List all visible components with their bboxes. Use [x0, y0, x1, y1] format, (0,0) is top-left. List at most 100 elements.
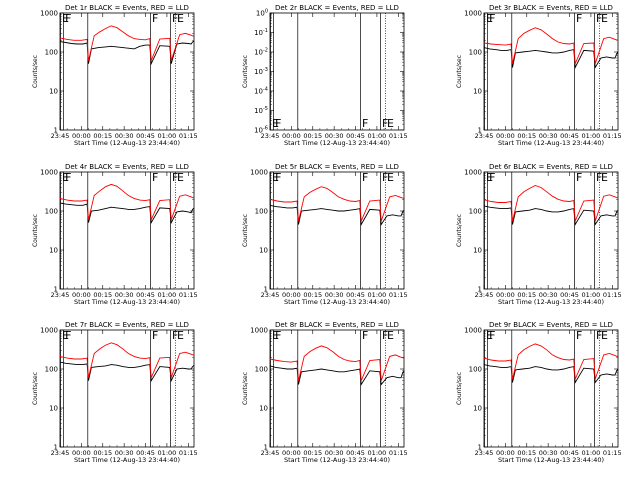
event-marker-label: F	[152, 171, 158, 184]
x-tick-label: 23:45	[475, 291, 494, 299]
x-tick-label: 00:00	[72, 291, 91, 299]
plot-title: Det 4r BLACK = Events, RED = LLD	[65, 163, 189, 171]
detector-plot-8: Det 8r BLACK = Events, RED = LLD Counts/s…	[242, 321, 408, 464]
y-tick-label: 1000	[464, 169, 482, 177]
lld-series-line	[269, 345, 405, 381]
x-tick-label: 00:30	[539, 449, 558, 457]
y-tick-label: 1000	[40, 10, 58, 18]
event-marker-label: E	[486, 12, 493, 25]
event-marker-label: E	[486, 171, 493, 184]
x-tick-label: 00:45	[560, 449, 579, 457]
x-tick-label: 23:45	[261, 449, 280, 457]
x-tick-label: 00:00	[282, 291, 301, 299]
y-tick-label: 1000	[464, 327, 482, 335]
x-tick-label: 00:30	[325, 449, 344, 457]
plot-title: Det 1r BLACK = Events, RED = LLD	[65, 4, 189, 12]
plot-frame	[59, 171, 195, 290]
events-series-line	[59, 361, 195, 383]
y-tick-label: 10	[259, 405, 268, 413]
x-tick-label: 00:00	[496, 291, 515, 299]
x-axis-label: Start Time (12-Aug-13 23:44:40)	[498, 298, 604, 306]
x-tick-label: 00:00	[72, 132, 91, 140]
x-tick-label: 01:00	[158, 449, 177, 457]
y-tick-label: 10	[473, 405, 482, 413]
event-marker-label: E	[62, 12, 69, 25]
y-tick-label: 100	[469, 208, 482, 216]
y-tick-label: 10	[49, 405, 58, 413]
x-tick-label: 01:00	[158, 291, 177, 299]
x-tick-label: 00:00	[282, 132, 301, 140]
x-tick-label: 23:45	[261, 291, 280, 299]
event-marker-label: F	[362, 329, 368, 342]
event-marker-label: F	[275, 117, 281, 130]
y-tick-label: 10	[49, 247, 58, 255]
y-tick-label: 1	[54, 127, 58, 135]
x-tick-label: 23:45	[51, 291, 70, 299]
event-marker-label: E	[387, 171, 394, 184]
x-axis-label: Start Time (12-Aug-13 23:44:40)	[498, 139, 604, 147]
x-axis-label: Start Time (12-Aug-13 23:44:40)	[74, 139, 180, 147]
plot-frame	[483, 171, 619, 290]
y-tick-label: 10	[473, 247, 482, 255]
plot-title: Det 9r BLACK = Events, RED = LLD	[489, 321, 613, 329]
x-tick-label: 01:15	[179, 449, 198, 457]
x-axis-label: Start Time (12-Aug-13 23:44:40)	[74, 298, 180, 306]
x-tick-label: 00:15	[93, 291, 112, 299]
y-axis-label: Counts/sec	[242, 372, 249, 405]
y-tick-label: 100	[255, 208, 268, 216]
y-tick-label: 10-6	[254, 126, 268, 135]
y-tick-label: 1	[264, 444, 268, 452]
plot-frame	[483, 12, 619, 131]
event-marker-label: E	[177, 12, 184, 25]
x-tick-label: 00:00	[72, 449, 91, 457]
x-tick-label: 23:45	[51, 449, 70, 457]
plot-title: Det 2r BLACK = Events, RED = LLD	[275, 4, 399, 12]
x-tick-label: 01:15	[603, 449, 622, 457]
y-tick-label: 100	[256, 9, 268, 18]
plot-frame	[269, 12, 405, 131]
x-tick-label: 00:15	[303, 449, 322, 457]
x-tick-label: 00:45	[346, 449, 365, 457]
x-tick-label: 01:00	[582, 449, 601, 457]
event-marker-label: E	[272, 171, 279, 184]
x-tick-label: 00:30	[325, 132, 344, 140]
x-tick-label: 01:00	[582, 291, 601, 299]
x-tick-label: 00:30	[115, 132, 134, 140]
lld-series-line	[483, 185, 619, 222]
x-tick-label: 00:30	[539, 291, 558, 299]
y-tick-label: 10-2	[254, 48, 268, 57]
x-tick-label: 00:45	[346, 291, 365, 299]
y-tick-label: 1000	[250, 327, 268, 335]
event-marker-label: F	[65, 12, 71, 25]
y-tick-label: 1000	[464, 10, 482, 18]
x-tick-label: 01:15	[389, 449, 408, 457]
event-marker-label: F	[275, 329, 281, 342]
y-tick-label: 10	[49, 88, 58, 96]
event-marker-label: F	[65, 329, 71, 342]
x-tick-label: 01:15	[179, 132, 198, 140]
lld-series-line	[59, 25, 195, 61]
y-tick-label: 10	[473, 88, 482, 96]
x-tick-label: 01:15	[603, 291, 622, 299]
x-tick-label: 00:15	[517, 291, 536, 299]
y-tick-label: 1	[264, 286, 268, 294]
y-tick-label: 10-1	[254, 28, 268, 37]
x-tick-label: 23:45	[475, 449, 494, 457]
plot-frame	[59, 12, 195, 131]
plot-frame	[483, 329, 619, 448]
y-axis-label: Counts/sec	[242, 214, 249, 247]
x-tick-label: 00:30	[325, 291, 344, 299]
events-series-line	[269, 204, 405, 226]
event-marker-label: F	[362, 171, 368, 184]
x-tick-label: 01:00	[368, 291, 387, 299]
y-tick-label: 1000	[250, 169, 268, 177]
x-tick-label: 01:00	[368, 449, 387, 457]
y-tick-label: 1	[478, 127, 482, 135]
x-tick-label: 00:15	[303, 291, 322, 299]
x-tick-label: 00:45	[136, 291, 155, 299]
x-tick-label: 00:45	[136, 132, 155, 140]
y-axis-label: Counts/sec	[456, 372, 463, 405]
x-tick-label: 00:15	[517, 449, 536, 457]
detector-plot-2: Det 2r BLACK = Events, RED = LLD Counts/s…	[242, 4, 408, 147]
event-marker-label: E	[272, 329, 279, 342]
